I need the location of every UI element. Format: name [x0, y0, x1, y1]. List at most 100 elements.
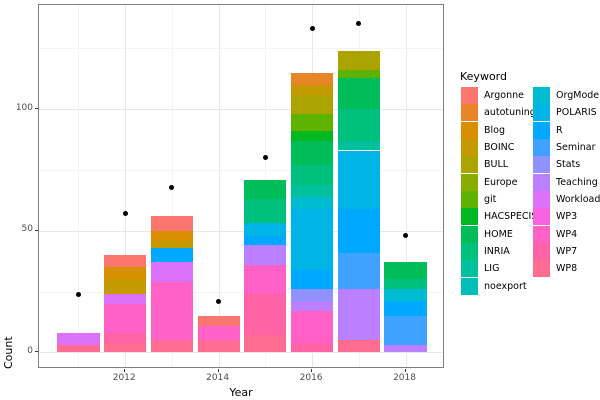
bar-segment-Stats: [291, 289, 334, 302]
bar-segment-INRIA: [244, 199, 287, 224]
legend-key-Blog: [461, 121, 478, 139]
bar-segment-LIG: [337, 140, 380, 151]
legend-key-INRIA: [461, 242, 478, 260]
bar-segment-POLARIS: [337, 150, 380, 209]
bar-segment-Teaching: [291, 301, 334, 312]
bar-segment-Seminar: [337, 252, 380, 290]
legend-key-OrgMode: [533, 87, 550, 104]
h-gridline-minor: [39, 169, 443, 171]
x-tick-mark: [404, 369, 406, 372]
bar-segment-POLARIS: [291, 208, 334, 270]
legend-label-BULL: BULL: [484, 159, 509, 171]
h-gridline-minor: [39, 291, 443, 293]
bar-segment-BOINC: [291, 84, 334, 95]
v-gridline-major: [125, 5, 127, 367]
legend-key-Teaching: [533, 173, 550, 191]
bar-segment-git: [337, 70, 380, 78]
legend-label-Workload: Workload: [556, 193, 600, 205]
bar-segment-WP4: [291, 311, 334, 343]
x-tick-label: 2016: [299, 373, 323, 383]
bar-segment-INRIA: [291, 165, 334, 185]
data-point-2018: [403, 233, 409, 239]
bar-segment-LIG: [291, 184, 334, 197]
bar-segment-HACSPECIS: [291, 131, 334, 141]
legend-key-Stats: [533, 156, 550, 174]
y-tick-label: 0: [27, 345, 33, 356]
v-gridline-minor: [78, 5, 80, 367]
legend-key-WP7: [533, 242, 550, 260]
bar-segment-Argonne: [197, 315, 240, 326]
bar-segment-WP8: [337, 340, 380, 353]
legend-title: Keyword: [460, 70, 507, 83]
bar-segment-WP7: [244, 294, 287, 336]
bar-segment-HOME: [384, 262, 427, 280]
y-axis-title: Count: [2, 336, 15, 369]
legend-label-WP4: WP4: [556, 228, 578, 240]
bar-segment-BOINC: [104, 279, 147, 295]
h-gridline-major: [39, 352, 443, 354]
x-tick-mark: [311, 369, 313, 372]
y-tick-mark: [35, 229, 38, 231]
legend-key-Seminar: [533, 138, 550, 156]
legend-key-POLARIS: [533, 104, 550, 122]
data-point-2017: [356, 21, 362, 27]
bar-segment-WP4: [104, 303, 147, 333]
bar-segment-OrgMode: [291, 196, 334, 209]
legend-key-Europe: [461, 173, 478, 191]
bar-segment-WP7: [104, 332, 147, 343]
bar-segment-Seminar: [384, 315, 427, 346]
bar-segment-Teaching: [337, 289, 380, 341]
bar-segment-WP4: [244, 264, 287, 295]
data-point-2013: [169, 184, 175, 190]
legend-label-R: R: [556, 124, 563, 136]
x-tick-label: 2018: [393, 373, 416, 383]
legend-key-WP3: [533, 208, 550, 226]
legend-key-Argonne: [461, 87, 478, 104]
legend-label-HOME: HOME: [484, 228, 513, 240]
legend-label-WP7: WP7: [556, 245, 578, 257]
legend-label-OrgMode: OrgMode: [556, 90, 600, 101]
legend-key-WP4: [533, 225, 550, 243]
bar-segment-WP8: [244, 335, 287, 353]
legend-label-LIG: LIG: [484, 263, 500, 275]
bar-segment-BOINC: [150, 240, 193, 248]
y-tick-label: 100: [15, 102, 33, 113]
bar-segment-WP8: [104, 342, 147, 353]
legend-label-Teaching: Teaching: [556, 176, 598, 188]
bar-segment-git: [291, 114, 334, 132]
bar-segment-POLARIS: [244, 223, 287, 236]
bar-segment-R: [244, 235, 287, 246]
x-tick-label: 2012: [112, 373, 136, 383]
bar-segment-WP4: [197, 325, 240, 341]
legend-key-R: [533, 121, 550, 139]
data-point-2015: [262, 155, 268, 161]
legend-label-Seminar: Seminar: [556, 141, 596, 153]
bar-segment-Workload: [104, 294, 147, 304]
x-tick-mark: [124, 369, 126, 372]
legend-key-noexport: [461, 277, 478, 295]
legend-label-BOINC: BOINC: [484, 141, 515, 153]
legend-key-HOME: [461, 225, 478, 243]
bar-segment-R: [291, 269, 334, 290]
bar-segment-WP4: [150, 281, 193, 341]
y-tick-label: 50: [21, 224, 33, 235]
x-tick-label: 2014: [206, 373, 230, 383]
legend-label-INRIA: INRIA: [484, 245, 510, 257]
bar-segment-WP8: [57, 345, 100, 353]
y-tick-mark: [35, 108, 38, 110]
bar-segment-Argonne: [150, 216, 193, 231]
bar-segment-HOME: [291, 140, 334, 166]
legend-label-POLARIS: POLARIS: [556, 107, 597, 119]
legend-key-git: [461, 190, 478, 208]
legend-key-Workload: [533, 190, 550, 208]
legend-key-HACSPECIS: [461, 208, 478, 226]
data-point-2016: [309, 26, 315, 32]
v-gridline-major: [405, 5, 407, 367]
data-point-2014: [216, 298, 222, 304]
bar-segment-R: [384, 301, 427, 316]
bar-segment-autotuning: [291, 72, 334, 85]
legend-label-WP8: WP8: [556, 263, 578, 275]
bar-segment-HOME: [337, 77, 380, 110]
legend-key-BULL: [461, 156, 478, 174]
